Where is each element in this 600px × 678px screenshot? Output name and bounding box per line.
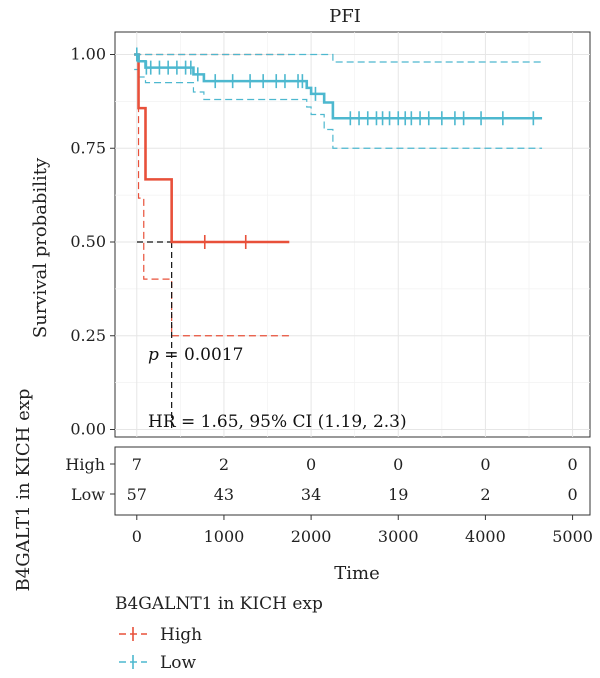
legend: B4GALNT1 in KICH exp High Low	[115, 594, 323, 673]
risk-value-high: 0	[480, 455, 490, 474]
survival-plot-panel: p = 0.0017 HR = 1.65, 95% CI (1.19, 2.3)	[114, 31, 591, 438]
risk-value-low: 43	[214, 485, 234, 504]
ci-upper-low	[134, 53, 543, 63]
x-tick-label: 1000	[204, 527, 245, 546]
risk-value-high: 2	[219, 455, 229, 474]
legend-label-low: Low	[160, 653, 197, 673]
x-axis-title: Time	[334, 563, 379, 584]
x-tick-label: 2000	[291, 527, 332, 546]
y-axis-title: Survival probability	[30, 157, 51, 338]
risk-value-low: 0	[567, 485, 577, 504]
x-tick-label: 5000	[552, 527, 593, 546]
median-survival-lines	[137, 241, 173, 430]
legend-label-high: High	[160, 625, 202, 645]
x-tick-label: 3000	[378, 527, 419, 546]
p-value: = 0.0017	[159, 345, 244, 365]
y-tick-label: 1.00	[70, 45, 106, 64]
y-tick-label: 0.25	[70, 326, 106, 345]
x-axis: 0 1000 2000 3000 4000 5000	[132, 515, 593, 546]
survival-curve-low	[134, 53, 543, 120]
risk-row-label-high: High	[65, 455, 105, 474]
risk-table-title: B4GALT1 in KICH exp	[13, 389, 34, 592]
plot-panel-border	[114, 31, 591, 438]
grid-lines	[115, 32, 590, 437]
risk-value-high: 7	[132, 455, 142, 474]
risk-row-label-low: Low	[71, 485, 105, 504]
plot-title: PFI	[329, 6, 361, 27]
y-tick-label: 0.75	[70, 138, 106, 157]
survival-curve-high	[134, 53, 290, 244]
legend-title: B4GALNT1 in KICH exp	[115, 594, 323, 614]
x-tick-label: 4000	[465, 527, 506, 546]
censor-marks	[135, 47, 535, 249]
risk-table-border	[114, 446, 591, 516]
risk-value-low: 34	[301, 485, 321, 504]
ci-lower-low	[134, 68, 543, 149]
risk-table-panel: 7 2 0 0 0 0 57 43 34 19 2 0 High Low	[65, 446, 591, 516]
p-label: p	[148, 345, 159, 365]
y-tick-label: 0.50	[70, 232, 106, 251]
y-tick-label: 0.00	[70, 420, 106, 439]
survival-curves	[134, 53, 543, 244]
x-tick-label: 0	[132, 527, 142, 546]
risk-value-low: 2	[480, 485, 490, 504]
p-value-annotation: p = 0.0017	[148, 345, 243, 365]
risk-value-high: 0	[393, 455, 403, 474]
risk-value-low: 57	[127, 485, 147, 504]
y-axis: 0.00 0.25 0.50 0.75 1.00	[70, 45, 115, 439]
risk-table-values: 7 2 0 0 0 0 57 43 34 19 2 0	[127, 455, 578, 504]
hazard-ratio-annotation: HR = 1.65, 95% CI (1.19, 2.3)	[148, 412, 407, 432]
risk-value-high: 0	[567, 455, 577, 474]
risk-value-low: 19	[388, 485, 408, 504]
risk-value-high: 0	[306, 455, 316, 474]
